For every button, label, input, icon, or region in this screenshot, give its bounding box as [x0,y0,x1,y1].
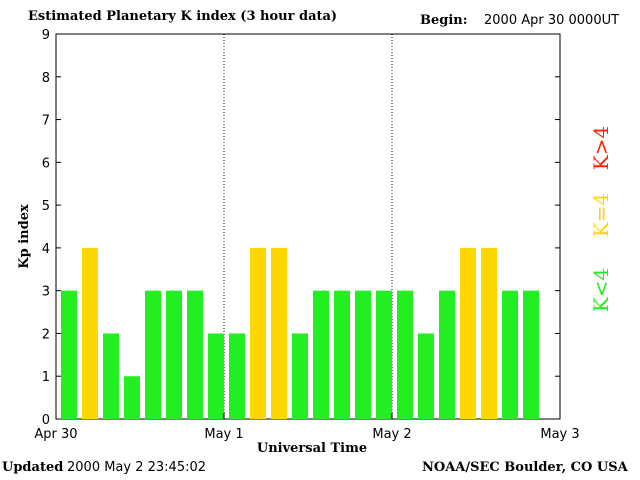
begin-value: 2000 Apr 30 0000UT [484,13,620,28]
legend-item: K>4 [589,126,613,170]
kp-bar [292,333,308,419]
kp-bar [82,247,98,419]
y-tick-label: 0 [42,413,50,428]
y-tick-label: 8 [42,71,50,86]
x-tick-label: May 2 [372,427,411,442]
kp-bar [523,290,539,419]
kp-bar [334,290,350,419]
kp-bar [397,290,413,419]
kp-bar [481,247,497,419]
x-axis-label: Universal Time [257,441,367,456]
y-tick-label: 3 [42,285,50,300]
updated-label: Updated [2,460,64,475]
x-tick-label: May 3 [540,427,579,442]
kp-bar [103,333,119,419]
kp-bar [229,333,245,419]
y-tick-label: 2 [42,327,50,342]
y-tick-label: 7 [42,114,50,129]
y-axis-label: Kp index [17,204,32,269]
kp-bar [502,290,518,419]
y-tick-label: 4 [42,242,50,257]
kp-bar [166,290,182,419]
kp-bar [250,247,266,419]
y-tick-label: 1 [42,370,50,385]
updated-timestamp: 2000 May 2 23:45:02 [67,460,207,475]
kp-bar [61,290,77,419]
kp-bar [187,290,203,419]
y-tick-label: 5 [42,199,50,214]
kp-bar [439,290,455,419]
kp-bar [313,290,329,419]
begin-label: Begin: [420,13,468,28]
y-tick-label: 6 [42,156,50,171]
x-tick-label: Apr 30 [34,427,77,442]
kp-bar [124,376,140,419]
kp-bar [376,290,392,419]
kp-bar [271,247,287,419]
y-tick-label: 9 [42,28,50,43]
kp-bar [418,333,434,419]
chart-title: Estimated Planetary K index (3 hour data… [28,9,338,24]
legend-item: K=4 [589,193,613,237]
legend-item: K<4 [589,268,613,312]
kp-bar [145,290,161,419]
credit-text: NOAA/SEC Boulder, CO USA [422,460,628,475]
x-tick-label: May 1 [204,427,243,442]
kp-bar [208,333,224,419]
kp-bar [460,247,476,419]
kp-bar [355,290,371,419]
